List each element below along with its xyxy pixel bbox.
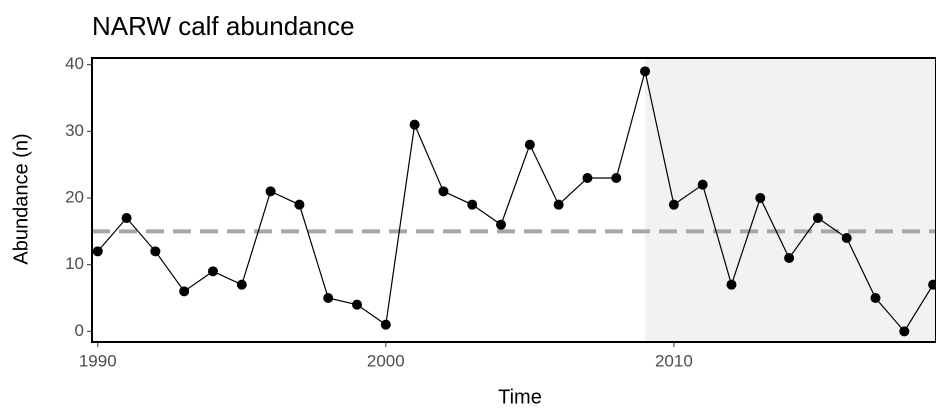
x-axis-label: Time — [498, 386, 542, 408]
data-point — [611, 173, 622, 183]
data-point — [121, 213, 132, 223]
chart-title: NARW calf abundance — [92, 11, 355, 41]
data-point — [899, 326, 910, 337]
data-point — [582, 173, 593, 183]
data-point — [92, 246, 103, 257]
data-point — [841, 233, 852, 243]
y-tick-label: 40 — [65, 54, 84, 73]
data-point — [668, 199, 679, 210]
data-point — [697, 179, 708, 190]
y-tick-label: 0 — [75, 321, 84, 340]
y-tick-label: 30 — [65, 121, 84, 140]
data-point — [928, 279, 936, 290]
data-point — [640, 66, 651, 77]
data-point — [179, 286, 190, 297]
data-point — [553, 199, 564, 210]
data-point — [236, 279, 247, 290]
shaded-region — [645, 58, 936, 342]
data-point — [380, 319, 391, 330]
series-line — [97, 71, 934, 333]
data-point — [409, 119, 420, 130]
x-tick-label: 2000 — [367, 351, 405, 370]
data-point — [812, 213, 823, 223]
data-point — [524, 139, 535, 150]
data-point — [294, 199, 305, 210]
data-point — [755, 193, 766, 203]
data-point — [784, 253, 795, 263]
data-point — [438, 186, 449, 197]
data-point — [323, 293, 334, 303]
y-tick-label: 10 — [65, 254, 84, 273]
data-point — [726, 279, 737, 290]
x-tick-label: 1990 — [79, 351, 117, 370]
plot-border — [91, 57, 936, 343]
y-axis-label: Abundance (n) — [10, 133, 32, 264]
data-point — [265, 186, 276, 197]
data-point — [207, 266, 218, 277]
data-point — [467, 199, 478, 210]
data-point — [352, 299, 363, 310]
data-point — [870, 293, 881, 303]
data-point — [496, 219, 507, 230]
y-tick-label: 20 — [65, 187, 84, 206]
data-point — [150, 246, 161, 257]
x-tick-label: 2010 — [655, 351, 693, 370]
